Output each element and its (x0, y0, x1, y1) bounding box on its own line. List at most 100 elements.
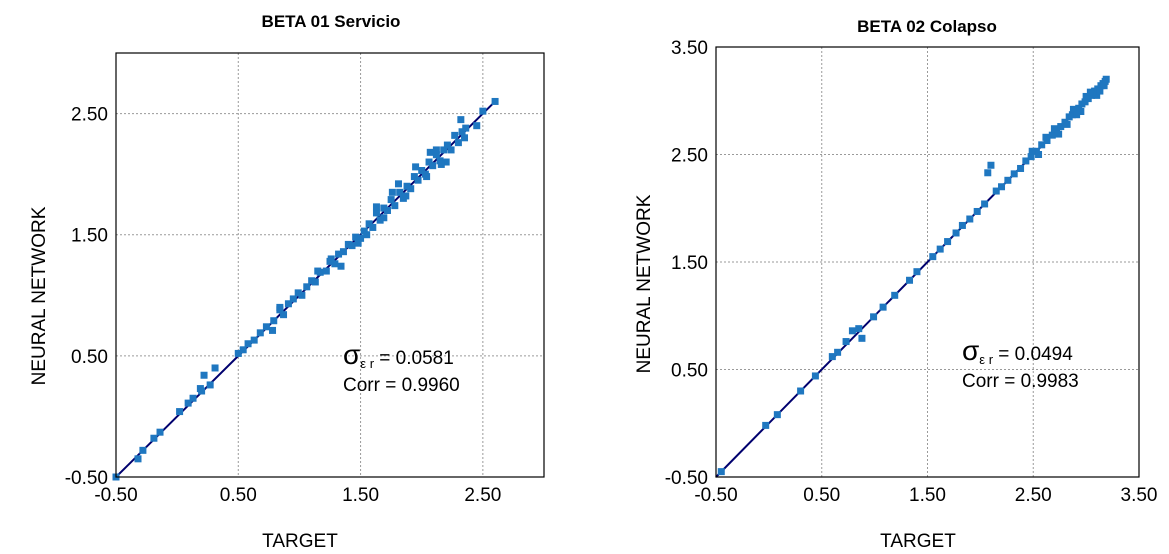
data-point (1057, 123, 1065, 131)
data-point (828, 353, 836, 361)
data-point (762, 421, 770, 429)
y-tick-label: 1.50 (71, 226, 108, 247)
data-point (276, 303, 284, 311)
data-point (298, 291, 306, 299)
data-point (372, 203, 380, 211)
data-point (1027, 153, 1035, 161)
data-point (412, 163, 420, 171)
data-point (150, 434, 158, 442)
data-point (1028, 147, 1036, 155)
data-point (1093, 91, 1101, 99)
data-point (365, 220, 373, 228)
data-point (134, 455, 142, 463)
data-point (1048, 131, 1056, 139)
data-point (294, 289, 302, 297)
data-point (425, 158, 433, 166)
data-point (176, 408, 184, 416)
tick-labels: -0.50 0.50 1.50 2.50 -0.50 0.50 1.50 2.50 (65, 105, 502, 506)
data-point (262, 323, 270, 331)
data-point (354, 239, 362, 247)
data-point (858, 334, 866, 342)
data-point (811, 372, 819, 380)
data-point (339, 248, 347, 256)
svg-text:σε r = 0.0581: σε r = 0.0581 (343, 339, 454, 371)
data-point (383, 206, 391, 214)
data-point (244, 340, 252, 348)
data-point (239, 346, 247, 354)
data-point (391, 202, 399, 210)
data-point (402, 192, 410, 200)
plot-frame (115, 52, 545, 478)
sigma-value: = 0.0581 (374, 348, 454, 369)
data-point (388, 188, 396, 196)
data-point (848, 327, 856, 335)
data-point (206, 381, 214, 389)
data-point (344, 240, 352, 248)
data-point (929, 253, 937, 261)
data-point (1010, 170, 1018, 178)
sigma-value: = 0.0494 (993, 344, 1073, 365)
data-point (1017, 164, 1025, 172)
data-point (250, 336, 258, 344)
x-tick-label: 0.50 (803, 485, 840, 506)
data-point (952, 229, 960, 237)
data-point (380, 204, 388, 212)
data-point (842, 338, 850, 346)
data-point (387, 196, 395, 204)
data-point (442, 158, 450, 166)
x-axis-label: TARGET (262, 531, 338, 552)
data-point (437, 160, 445, 168)
data-point (394, 180, 402, 188)
data-point (834, 348, 842, 356)
data-point (1063, 120, 1071, 128)
data-point (234, 349, 242, 357)
data-point (987, 161, 995, 169)
data-point (1100, 82, 1108, 90)
data-point (407, 185, 415, 193)
tick-labels: -0.50 0.50 1.50 2.50 3.50 -0.50 0.50 1.50 2.50 3.… (665, 38, 1158, 506)
data-point (380, 214, 388, 222)
data-point (462, 124, 470, 132)
data-point (443, 141, 451, 149)
data-point (1069, 105, 1077, 113)
data-point (369, 223, 377, 231)
data-point (184, 399, 192, 407)
x-tick-label: 1.50 (909, 485, 946, 506)
data-point (1077, 108, 1085, 115)
data-point (335, 250, 343, 258)
data-point (376, 216, 384, 224)
x-tick-label: 1.50 (342, 485, 379, 506)
plot-area (715, 46, 1140, 478)
data-point (936, 245, 944, 253)
y-tick-label: 2.50 (671, 146, 708, 167)
data-point (211, 364, 219, 372)
data-point (256, 329, 264, 337)
data-point (1022, 157, 1030, 165)
x-tick-label: -0.50 (694, 485, 737, 506)
corr-value: Corr = 0.9983 (962, 371, 1079, 392)
y-tick-label: -0.50 (65, 468, 108, 489)
data-point (981, 200, 989, 208)
chart-title: BETA 01 Servicio (262, 12, 401, 31)
data-point (1038, 141, 1046, 149)
data-point (773, 411, 781, 419)
data-point (303, 283, 311, 291)
data-point (372, 209, 380, 217)
x-tick-label: 3.50 (1121, 485, 1158, 506)
y-tick-label: 2.50 (71, 105, 108, 126)
data-point (1068, 111, 1076, 119)
data-point (429, 162, 437, 170)
y-tick-label: 3.50 (671, 38, 708, 59)
data-point (189, 394, 197, 402)
data-point (410, 173, 418, 181)
data-point (1086, 88, 1094, 96)
data-point (870, 313, 878, 321)
y-tick-label: 1.50 (671, 253, 708, 274)
plot-frame (715, 46, 1140, 478)
data-point (348, 242, 356, 250)
data-point (1055, 130, 1063, 138)
corr-value: Corr = 0.9960 (343, 375, 460, 396)
stats-annotation: σε r = 0.0494 Corr = 0.9983 (962, 335, 1079, 392)
data-point (331, 260, 339, 268)
